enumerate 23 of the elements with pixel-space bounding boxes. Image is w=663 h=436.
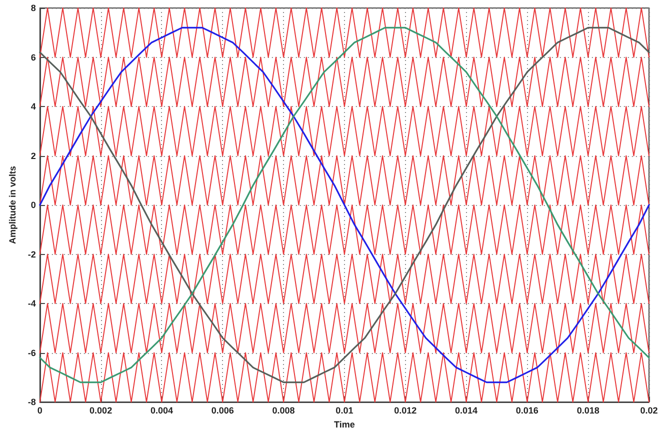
x-tick-label: 0.002: [90, 406, 112, 416]
x-tick-label: 0.008: [272, 406, 295, 416]
x-tick-label: 0.02: [640, 406, 658, 416]
x-tick-label: 0.018: [576, 406, 600, 416]
x-tick-label: 0.01: [336, 406, 354, 416]
x-tick-label: 0.012: [394, 406, 417, 416]
y-tick-label: 6: [30, 52, 36, 62]
y-tick-label: 8: [30, 3, 36, 13]
x-tick-label: 0.006: [211, 406, 234, 416]
y-tick-label: -2: [28, 249, 36, 260]
y-tick-label: -6: [28, 348, 36, 358]
x-tick-label: 0.004: [150, 406, 173, 416]
x-axis-title: Time: [334, 419, 355, 430]
y-tick-label: 2: [30, 150, 36, 161]
x-tick-label: 0: [37, 406, 42, 416]
y-tick-label: -4: [28, 298, 36, 308]
x-tick-label: 0.016: [516, 406, 538, 416]
y-tick-label: 4: [30, 102, 36, 112]
y-tick-label: 0: [30, 200, 36, 210]
y-axis-title: Amplitude in volts: [8, 166, 18, 244]
line-series: [39, 26, 650, 384]
y-tick-label: -8: [28, 397, 36, 407]
x-tick-label: 0.014: [455, 406, 478, 416]
